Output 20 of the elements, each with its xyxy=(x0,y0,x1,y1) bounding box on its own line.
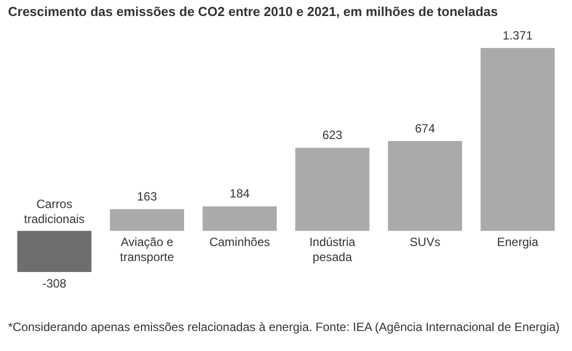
text: *Considerando apenas emissões relacionadas à energia. Fonte: IEA (Agência Internacional de Energia) xyxy=(8,320,561,334)
x-tick-label: Aviação e transporte xyxy=(120,235,174,264)
data-label: 623 xyxy=(322,128,343,142)
bar xyxy=(202,206,277,231)
x-tick-label: Carros tradicionais xyxy=(24,197,85,226)
bar xyxy=(295,148,370,231)
bar xyxy=(110,209,184,231)
x-tick-label: Caminhões xyxy=(209,235,270,250)
x-tick-label: SUVs xyxy=(410,235,440,250)
data-label: 163 xyxy=(136,189,158,204)
data-label: 1.371 xyxy=(502,28,534,42)
chart-title: Crescimento das emissões de CO2 entre 2010 e 2021, em milhões de toneladas xyxy=(8,4,499,21)
data-label: 674 xyxy=(414,121,436,136)
bar xyxy=(17,230,92,272)
bar xyxy=(388,140,462,231)
x-tick-label: Indústria pesada xyxy=(309,235,356,264)
data-label: -308 xyxy=(42,276,67,290)
data-label: 184 xyxy=(230,186,250,201)
x-tick-label: Energia xyxy=(496,235,539,250)
bar xyxy=(480,48,555,231)
